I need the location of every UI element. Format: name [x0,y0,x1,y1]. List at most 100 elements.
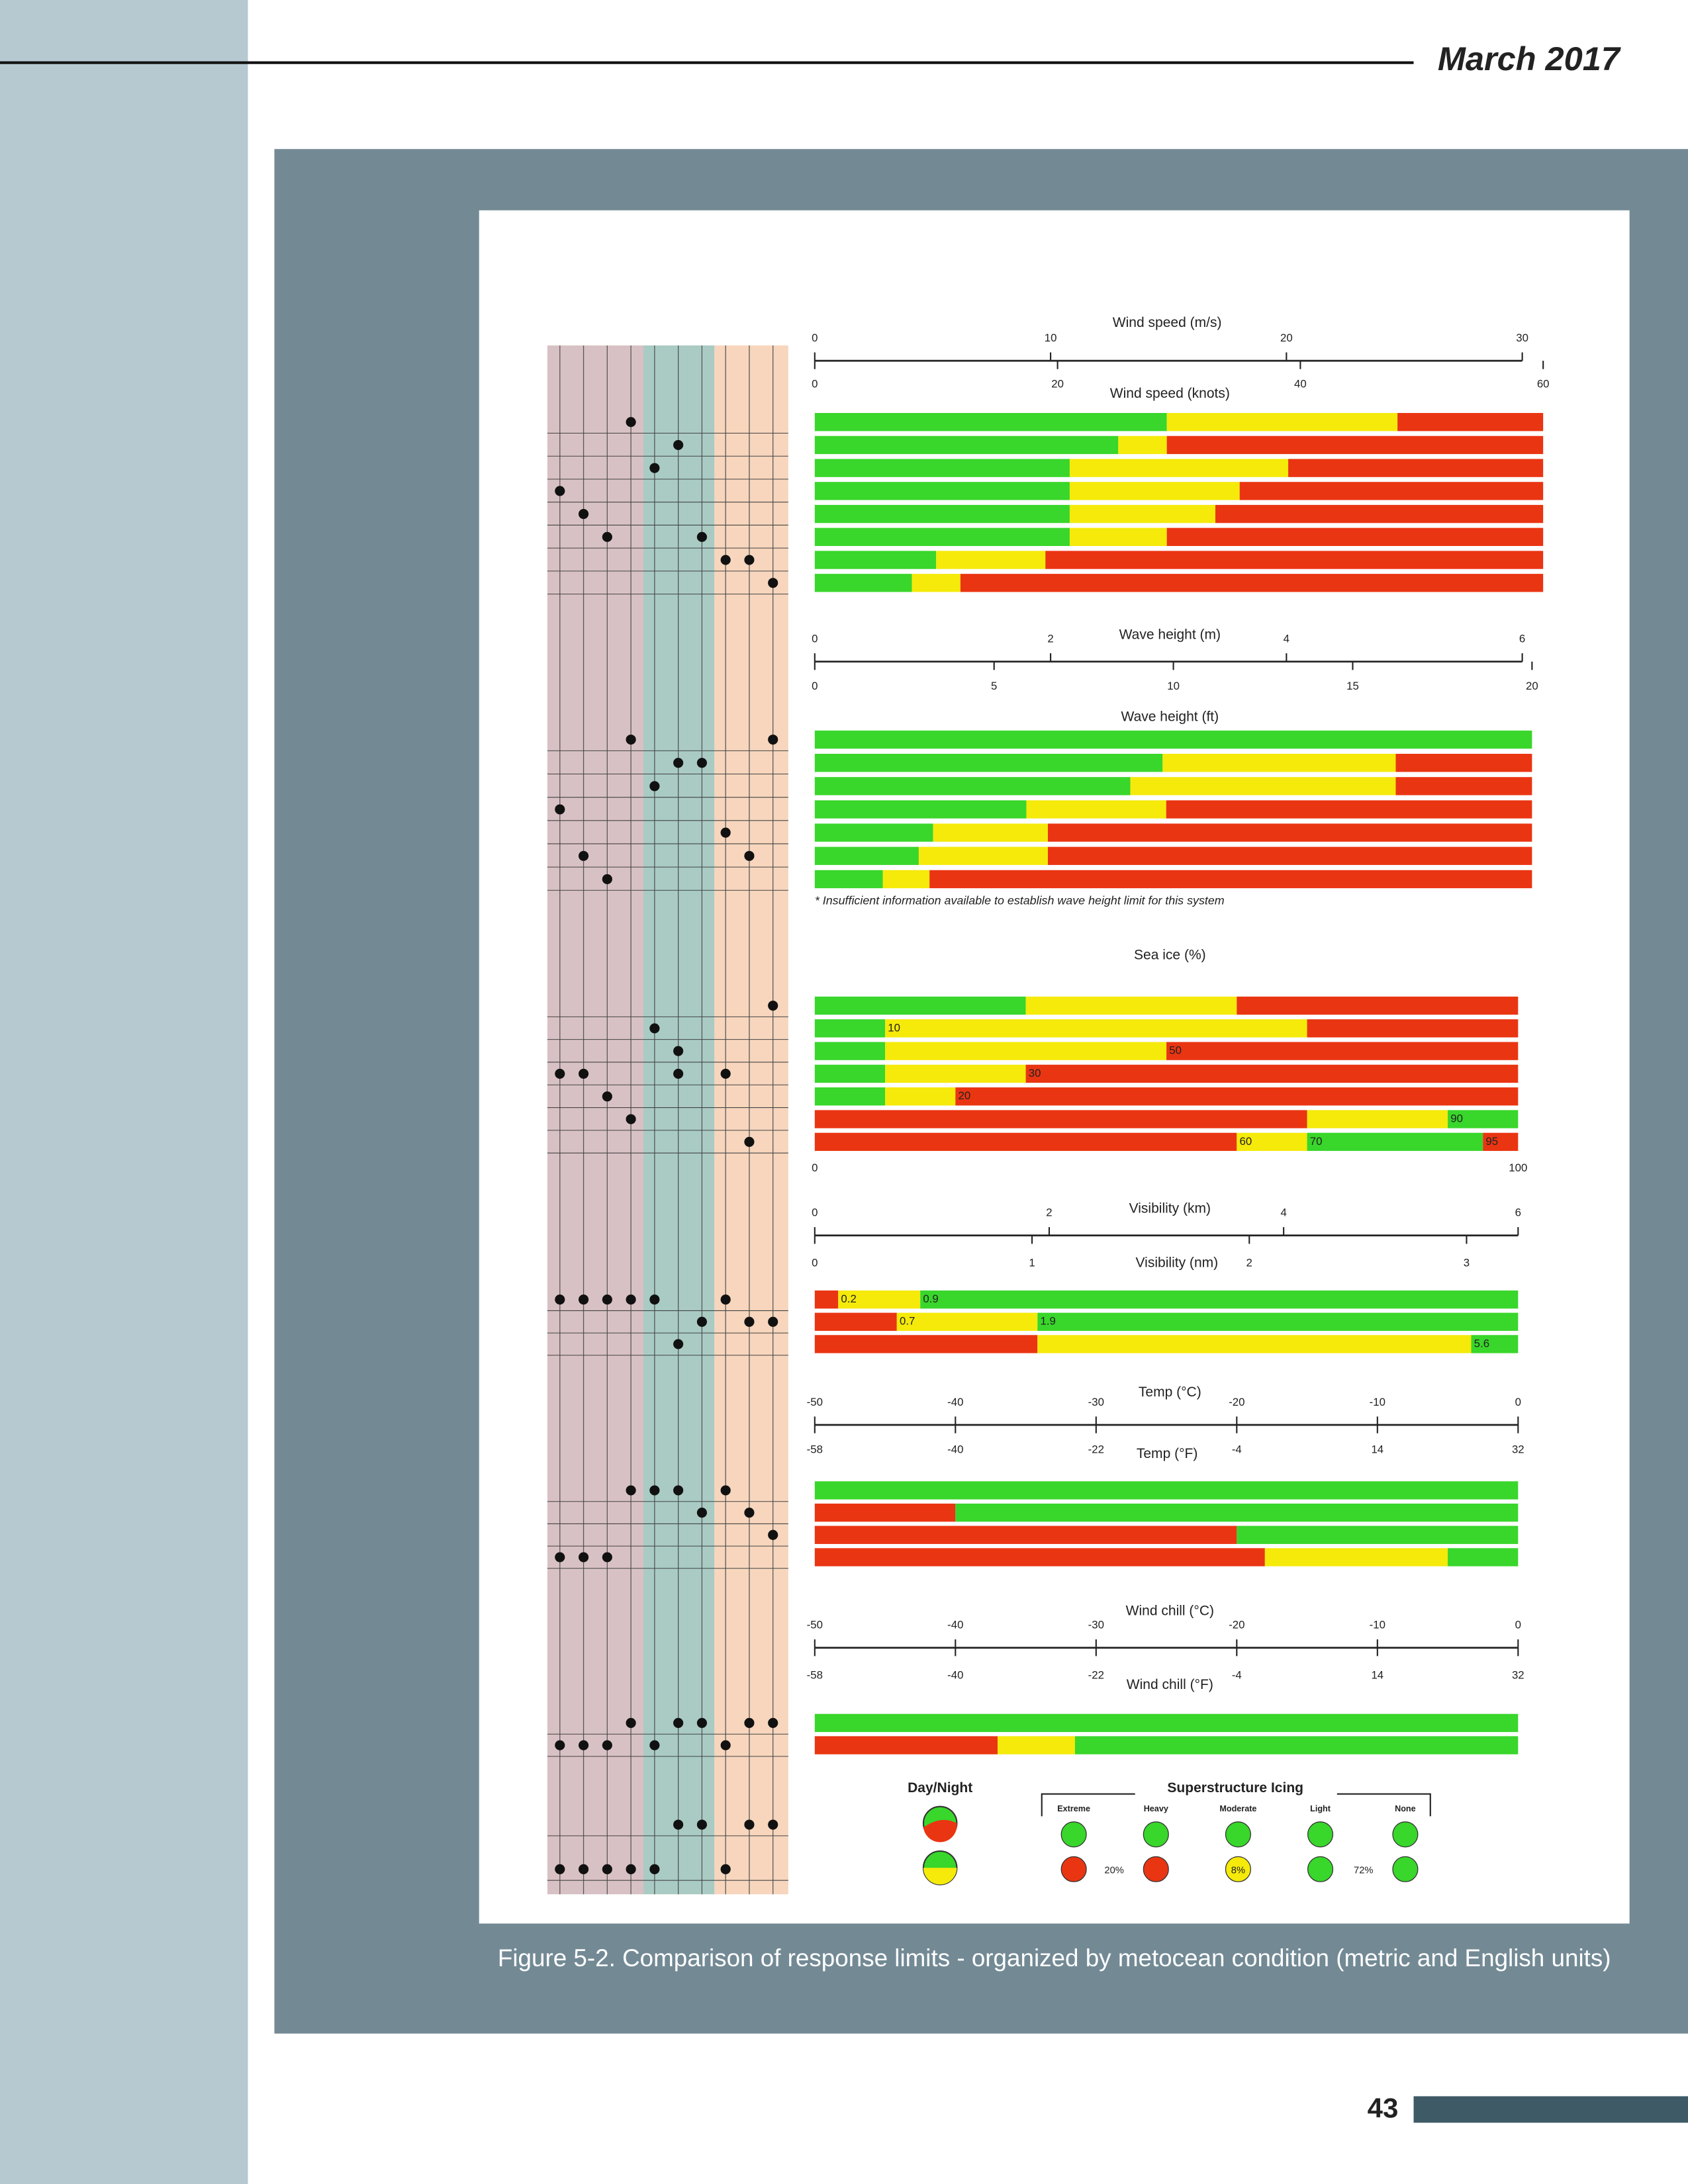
icing-symbol [1392,1856,1419,1882]
bar-segment [814,435,1119,455]
bar-segment [1069,504,1216,523]
bar-segment [814,1312,897,1331]
matrix-dot [720,1295,731,1305]
bar-segment [838,1290,921,1309]
bar-segment [1047,823,1532,842]
matrix-dot [626,1114,636,1124]
tick-label: -10 [1370,1619,1385,1631]
day-night-symbol [923,1819,957,1843]
axis-title: Visibility (nm) [1136,1255,1219,1270]
matrix-dot [744,1819,755,1830]
bar-segment [1237,1525,1519,1544]
data-label: 10 [888,1021,900,1034]
bar-segment [814,800,1027,819]
matrix-dot [626,1485,636,1496]
tick-label: 0 [812,377,818,390]
matrix-dot [578,1295,589,1305]
matrix-dot [696,1717,707,1728]
tick-label: -4 [1232,1443,1242,1455]
matrix-dot [744,1508,755,1518]
icing-symbol [1060,1856,1087,1882]
legend-level: Moderate [1219,1804,1256,1813]
tick-label: 10 [1045,332,1057,344]
axis-title: Wind speed (knots) [1110,386,1230,401]
data-label: 20 [959,1089,971,1102]
bar-segment [814,870,883,889]
matrix-dot [578,850,589,861]
bar-segment [1237,996,1519,1015]
matrix-dot [744,555,755,565]
matrix-dot [673,1485,684,1496]
tick-label: 0 [812,332,818,344]
tick-label: -22 [1088,1668,1104,1681]
bar-segment [955,1087,1519,1106]
matrix-dot [649,463,660,473]
tick-label: 1 [1029,1256,1035,1269]
matrix-dot [649,1485,660,1496]
bar-segment [814,1087,886,1106]
data-label: 50 [1169,1044,1182,1057]
tick-label: -10 [1370,1396,1385,1408]
legend-level: Heavy [1144,1804,1168,1813]
matrix-dot [555,1740,565,1751]
matrix-dot [673,1819,684,1830]
matrix-dot [673,758,684,768]
matrix-dot [578,1552,589,1563]
bar-segment [814,846,919,865]
matrix-dot [720,1740,731,1751]
bar-segment [1025,1064,1519,1083]
matrix-dot [696,1316,707,1327]
icing-symbol [1060,1821,1087,1848]
bar-segment [1307,1132,1483,1152]
data-label: 0.2 [841,1293,856,1305]
bar-segment [936,551,1046,569]
matrix-dot [673,439,684,450]
matrix-dot [673,1046,684,1056]
tick-label: 15 [1346,680,1359,692]
bar-segment [814,777,1131,796]
data-label: 5.6 [1474,1337,1489,1349]
bar-segment [1118,435,1167,455]
matrix-dot [602,1295,612,1305]
matrix-dot [696,758,707,768]
tick-label: 20 [1280,332,1293,344]
tick-label: 0 [812,632,818,645]
bar-segment [1166,435,1544,455]
matrix-dot [696,1819,707,1830]
bar-segment [998,1736,1075,1754]
page-number-bar [1413,2096,1688,2123]
data-label: 95 [1485,1135,1498,1148]
data-label: 60 [1240,1135,1252,1148]
matrix-dot [744,850,755,861]
matrix-dot [768,734,778,745]
bar-segment [1215,504,1544,523]
tick-label: -30 [1088,1396,1104,1408]
tick-label: 14 [1371,1668,1383,1681]
bar-segment [814,413,1167,432]
icing-symbol [1143,1856,1169,1882]
bar-segment [814,1481,1519,1500]
legend-label: 8% [1231,1865,1245,1876]
bar-segment [1166,413,1398,432]
bar-segment [1166,800,1532,819]
bar-segment [814,574,912,592]
matrix-dot [768,1819,778,1830]
axis-title: Temp (°C) [1139,1385,1201,1400]
bar-segment [955,1503,1519,1522]
axis-title: Sea ice (%) [1134,947,1206,962]
tick-label: -58 [807,1668,823,1681]
axis-title: Wind speed (m/s) [1113,315,1222,330]
data-label: 30 [1029,1067,1041,1079]
matrix-dot [602,1091,612,1102]
matrix-dot [602,874,612,884]
tick-label: -20 [1229,1396,1244,1408]
bar-segment [1448,1110,1519,1128]
bar-segment [1166,1042,1519,1060]
tick-label: 2 [1047,632,1053,645]
legend-label: 20% [1104,1865,1123,1876]
bar-segment [814,1042,886,1060]
matrix-dot [649,1023,660,1034]
tick-label: 4 [1284,632,1289,645]
tick-label: 0 [812,680,818,692]
